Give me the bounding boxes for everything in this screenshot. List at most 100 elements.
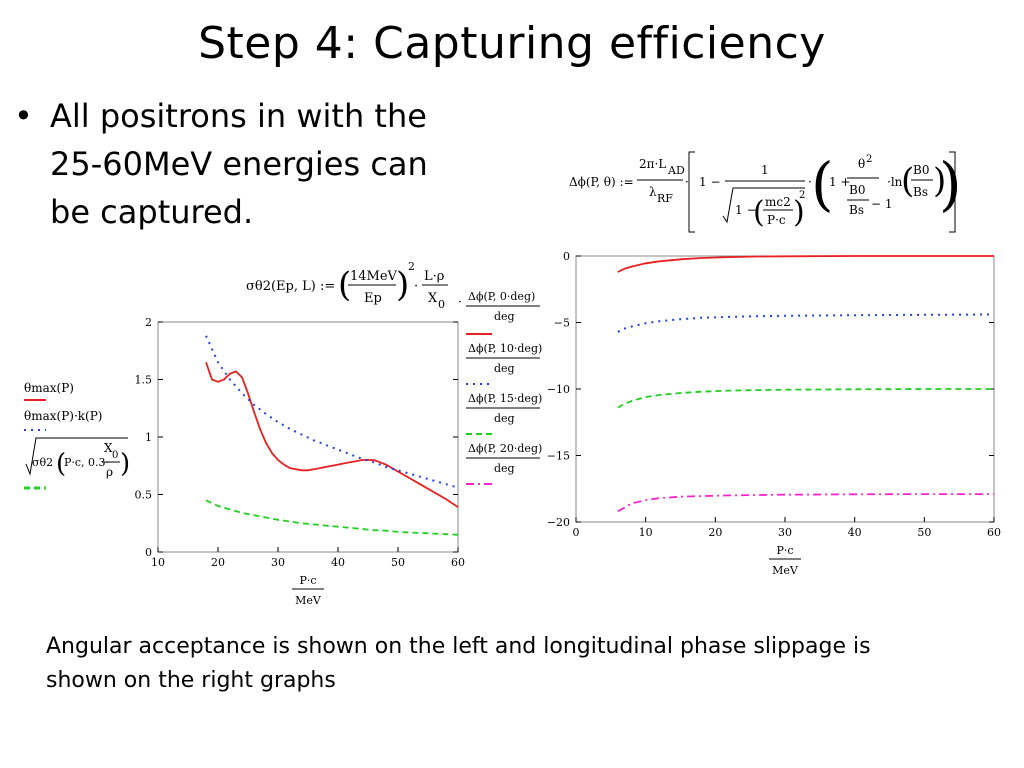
- legend-item-theta-max-k: θmax(P)·k(P): [24, 409, 103, 423]
- right-chart-x-tick-label: 40: [848, 526, 862, 539]
- legend-dphi0-num: Δϕ(P, 0·deg): [468, 290, 535, 303]
- right-chart-y-tick-label: 0: [563, 250, 570, 263]
- dphi-pc: P·c: [767, 213, 786, 227]
- dphi-formula: Δϕ(P, θ) := 2π·L AD λ RF · 1 − 1 1 − ( m…: [569, 150, 962, 233]
- right-chart-x-tick-label: 0: [573, 526, 580, 539]
- legend-dphi10-den: deg: [494, 362, 515, 375]
- left-chart-x-tick-label: 10: [151, 556, 165, 569]
- dphi-num: 2π·L: [639, 157, 666, 171]
- dphi-ln-paren-l: (: [901, 161, 914, 201]
- right-chart: 0 10 20 30 40 50 60 0 −5 −10 −15 −20 P·c MeV: [547, 250, 1001, 577]
- left-chart-x-tick-label: 30: [271, 556, 285, 569]
- right-chart-x-tick-label: 50: [917, 526, 931, 539]
- right-chart-legend: · Δϕ(P, 0·deg) deg Δϕ(P, 10·deg) deg Δϕ(…: [458, 290, 542, 485]
- left-chart-legend: θmax(P) θmax(P)·k(P) σθ2 ( P·c, 0.3· X 0…: [24, 381, 130, 490]
- legend-sqrt-paren-r: ): [120, 449, 130, 479]
- right-chart-x-tick-label: 20: [708, 526, 722, 539]
- bullet-text: All positrons in with the 25-60MeV energ…: [50, 97, 428, 231]
- right-chart-y-tick-label: −10: [547, 383, 570, 396]
- dphi-bs: Bs: [849, 203, 864, 217]
- left-chart-y-tick-label: 1: [145, 431, 152, 444]
- legend-dphi15-num: Δϕ(P, 15·deg): [468, 392, 542, 405]
- sigma-num: 14MeV: [350, 269, 398, 284]
- dphi-one: 1 −: [699, 175, 721, 189]
- slide-title: Step 4: Capturing efficiency: [198, 18, 826, 69]
- legend-sqrt-xnum: X: [104, 441, 113, 455]
- sigma-lden: X: [428, 291, 438, 306]
- sigma-exp: 2: [408, 260, 415, 273]
- legend-dphi10-num: Δϕ(P, 10·deg): [468, 342, 542, 355]
- right-chart-y-tick-label: −15: [547, 450, 570, 463]
- right-chart-xlabel-den: MeV: [772, 564, 799, 577]
- left-chart-y-tick-label: 1.5: [135, 374, 153, 387]
- dphi-den-sub: RF: [657, 192, 673, 205]
- left-chart-y-tick-label: 2: [145, 316, 152, 329]
- sigma-dot: ·: [414, 279, 418, 294]
- left-chart-y-tick-label: 0: [145, 546, 152, 559]
- right-chart-y-tick-label: −5: [554, 317, 570, 330]
- sigma-den: Ep: [364, 291, 382, 306]
- left-chart-x-tick-label: 60: [451, 556, 465, 569]
- legend-sqrt-paren-l: (: [56, 449, 66, 479]
- legend-item-theta-max: θmax(P): [24, 381, 74, 395]
- left-chart-content: 10 20 30 40 50 60 0 0.5 1 1.5 2 P·c MeV: [135, 316, 466, 607]
- right-chart-series-line-2: [617, 388, 994, 409]
- sigma-formula: σθ2(Ep, L) := ( 14MeV Ep ) 2 · L·ρ X 0: [246, 260, 448, 311]
- dphi-oneplus: 1 +: [829, 175, 851, 189]
- dphi-big-paren-l: (: [811, 150, 834, 218]
- dphi-ln-paren-r: ): [933, 161, 946, 201]
- dphi-inner-paren-l: (: [753, 195, 765, 230]
- dphi-big-paren-r: ): [939, 150, 962, 218]
- left-chart-xlabel-num: P·c: [299, 574, 316, 587]
- left-chart-series-line-0: [205, 362, 459, 508]
- dphi-dot: ·: [685, 175, 689, 189]
- sigma-paren-left: (: [338, 265, 351, 305]
- right-chart-x-tick-label: 10: [639, 526, 653, 539]
- bullet-dot: •: [14, 97, 33, 135]
- dphi-bsb: Bs: [913, 185, 928, 199]
- legend-leading-dot: ·: [458, 295, 462, 309]
- dphi-lhs: Δϕ(P, θ) :=: [569, 175, 634, 189]
- left-chart: 10 20 30 40 50 60 0 0.5 1 1.5 2 P·c MeV: [135, 316, 466, 607]
- legend-sqrt-xsub: 0: [112, 450, 118, 461]
- legend-dphi0-den: deg: [494, 310, 515, 323]
- left-chart-x-tick-label: 40: [331, 556, 345, 569]
- dphi-sqrt: [722, 187, 805, 224]
- left-chart-series-line-1: [205, 335, 459, 489]
- dphi-mc2: mc2: [765, 195, 791, 209]
- left-chart-series-line-2: [205, 499, 459, 536]
- dphi-num-sub: AD: [667, 164, 685, 177]
- dphi-exp2: 2: [799, 190, 805, 201]
- dphi-inner-paren-r: ): [793, 195, 805, 230]
- legend-dphi15-den: deg: [494, 412, 515, 425]
- sigma-lnum: L·ρ: [424, 269, 444, 284]
- right-chart-x-tick-label: 60: [987, 526, 1001, 539]
- dphi-bracket-right: [949, 151, 956, 233]
- dphi-inner-one: 1 −: [735, 203, 757, 217]
- dphi-minus1: − 1: [871, 197, 893, 211]
- sigma-lsub: 0: [438, 298, 445, 311]
- sigma-lhs: σθ2(Ep, L) :=: [246, 279, 335, 294]
- dphi-theta: θ: [858, 157, 865, 171]
- dphi-inner-num: 1: [761, 163, 769, 177]
- right-chart-x-tick-label: 30: [778, 526, 792, 539]
- dphi-b0b: B0: [913, 163, 929, 177]
- dphi-ln: ·ln: [887, 175, 903, 189]
- right-chart-series-line-0: [617, 255, 994, 273]
- right-chart-xlabel-num: P·c: [776, 544, 793, 557]
- legend-dphi20-num: Δϕ(P, 20·deg): [468, 442, 542, 455]
- dphi-bracket-left: [688, 151, 695, 233]
- left-chart-xlabel-den: MeV: [295, 594, 322, 607]
- dphi-theta-exp: 2: [866, 154, 872, 165]
- right-chart-series-line-1: [617, 313, 995, 333]
- dphi-b0: B0: [849, 183, 865, 197]
- legend-sqrt-xden: ρ: [106, 465, 113, 479]
- legend-dphi20-den: deg: [494, 462, 515, 475]
- legend-sqrt-symbol: [25, 437, 128, 476]
- sigma-paren-right: ): [396, 265, 409, 305]
- dphi-den: λ: [649, 185, 657, 199]
- right-chart-content: 0 10 20 30 40 50 60 0 −5 −10 −15 −20 P·c MeV: [547, 250, 1001, 577]
- left-chart-x-tick-label: 20: [211, 556, 225, 569]
- caption: Angular acceptance is shown on the left …: [46, 634, 871, 693]
- left-chart-x-tick-label: 50: [391, 556, 405, 569]
